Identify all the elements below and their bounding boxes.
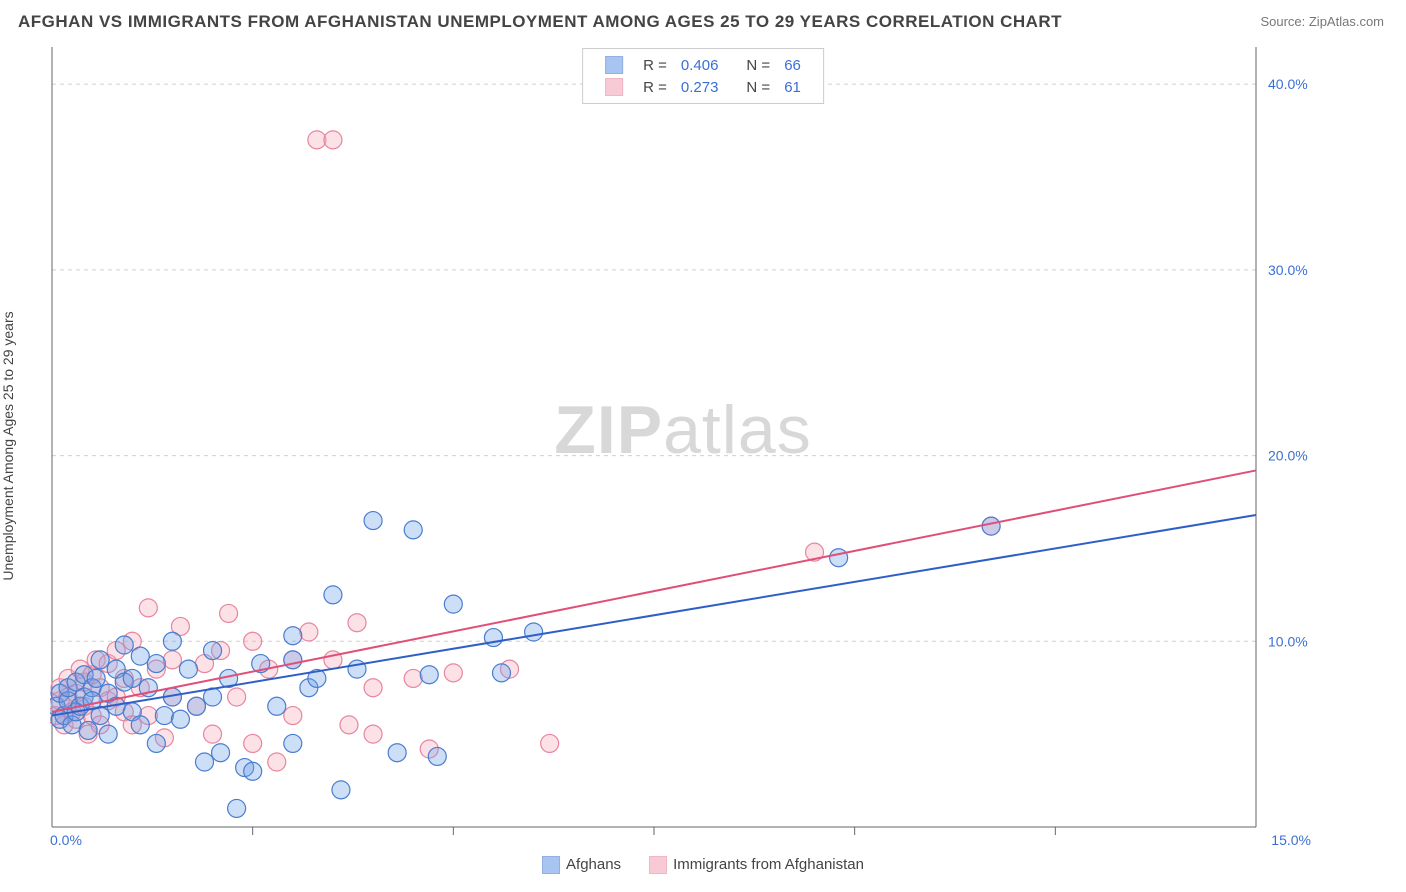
- data-point: [155, 707, 173, 725]
- r-value: 0.273: [675, 77, 725, 97]
- svg-text:10.0%: 10.0%: [1268, 633, 1308, 649]
- r-label: R =: [637, 55, 673, 75]
- data-point: [300, 623, 318, 641]
- data-point: [87, 669, 105, 687]
- data-point: [220, 604, 238, 622]
- n-value: 61: [778, 77, 807, 97]
- data-point: [388, 744, 406, 762]
- series-legend: Afghans Immigrants from Afghanistan: [542, 856, 864, 874]
- legend-swatch: [605, 56, 623, 74]
- data-point: [228, 799, 246, 817]
- data-point: [196, 753, 214, 771]
- chart-area: 10.0%20.0%30.0%40.0%0.0%15.0% ZIPatlas: [50, 45, 1316, 847]
- data-point: [204, 642, 222, 660]
- legend-item: Afghans: [542, 856, 621, 874]
- data-point: [163, 651, 181, 669]
- svg-text:15.0%: 15.0%: [1271, 832, 1311, 847]
- legend-item: Immigrants from Afghanistan: [649, 856, 864, 874]
- data-point: [364, 679, 382, 697]
- data-point: [830, 549, 848, 567]
- n-value: 66: [778, 55, 807, 75]
- data-point: [244, 762, 262, 780]
- data-point: [187, 697, 205, 715]
- data-point: [147, 734, 165, 752]
- svg-text:40.0%: 40.0%: [1268, 76, 1308, 92]
- data-point: [308, 131, 326, 149]
- data-point: [364, 512, 382, 530]
- data-point: [428, 747, 446, 765]
- svg-text:30.0%: 30.0%: [1268, 262, 1308, 278]
- data-point: [179, 660, 197, 678]
- correlation-legend: R = 0.406 N = 66 R = 0.273 N = 61: [582, 48, 824, 104]
- data-point: [492, 664, 510, 682]
- legend-swatch: [605, 78, 623, 96]
- data-point: [79, 721, 97, 739]
- y-axis-label: Unemployment Among Ages 25 to 29 years: [0, 311, 16, 580]
- svg-text:20.0%: 20.0%: [1268, 448, 1308, 464]
- data-point: [284, 627, 302, 645]
- data-point: [332, 781, 350, 799]
- data-point: [131, 647, 149, 665]
- data-point: [91, 651, 109, 669]
- chart-title: AFGHAN VS IMMIGRANTS FROM AFGHANISTAN UN…: [18, 12, 1062, 32]
- r-label: R =: [637, 77, 673, 97]
- data-point: [324, 131, 342, 149]
- data-point: [139, 599, 157, 617]
- data-point: [204, 725, 222, 743]
- data-point: [171, 710, 189, 728]
- data-point: [115, 636, 133, 654]
- source-label: Source: ZipAtlas.com: [1260, 14, 1384, 29]
- data-point: [982, 517, 1000, 535]
- data-point: [284, 707, 302, 725]
- svg-text:0.0%: 0.0%: [50, 832, 82, 847]
- data-point: [284, 734, 302, 752]
- data-point: [348, 614, 366, 632]
- data-point: [244, 632, 262, 650]
- trend-line: [52, 470, 1256, 711]
- data-point: [123, 669, 141, 687]
- data-point: [444, 595, 462, 613]
- data-point: [244, 734, 262, 752]
- scatter-chart: 10.0% 20.0% 30.0% 40.0% 0.0% 15.0%: [50, 45, 1316, 847]
- r-value: 0.406: [675, 55, 725, 75]
- data-point: [212, 744, 230, 762]
- data-point: [404, 669, 422, 687]
- data-point: [340, 716, 358, 734]
- data-point: [99, 725, 117, 743]
- data-point: [541, 734, 559, 752]
- legend-label: Immigrants from Afghanistan: [673, 856, 864, 873]
- data-point: [163, 632, 181, 650]
- data-point: [364, 725, 382, 743]
- data-point: [324, 586, 342, 604]
- n-label: N =: [740, 77, 776, 97]
- data-point: [228, 688, 246, 706]
- data-point: [147, 655, 165, 673]
- data-point: [284, 651, 302, 669]
- data-point: [404, 521, 422, 539]
- data-point: [525, 623, 543, 641]
- legend-swatch: [542, 856, 560, 874]
- n-label: N =: [740, 55, 776, 75]
- data-point: [268, 697, 286, 715]
- data-point: [131, 716, 149, 734]
- legend-swatch: [649, 856, 667, 874]
- data-point: [268, 753, 286, 771]
- data-point: [444, 664, 462, 682]
- legend-label: Afghans: [566, 856, 621, 873]
- data-point: [420, 666, 438, 684]
